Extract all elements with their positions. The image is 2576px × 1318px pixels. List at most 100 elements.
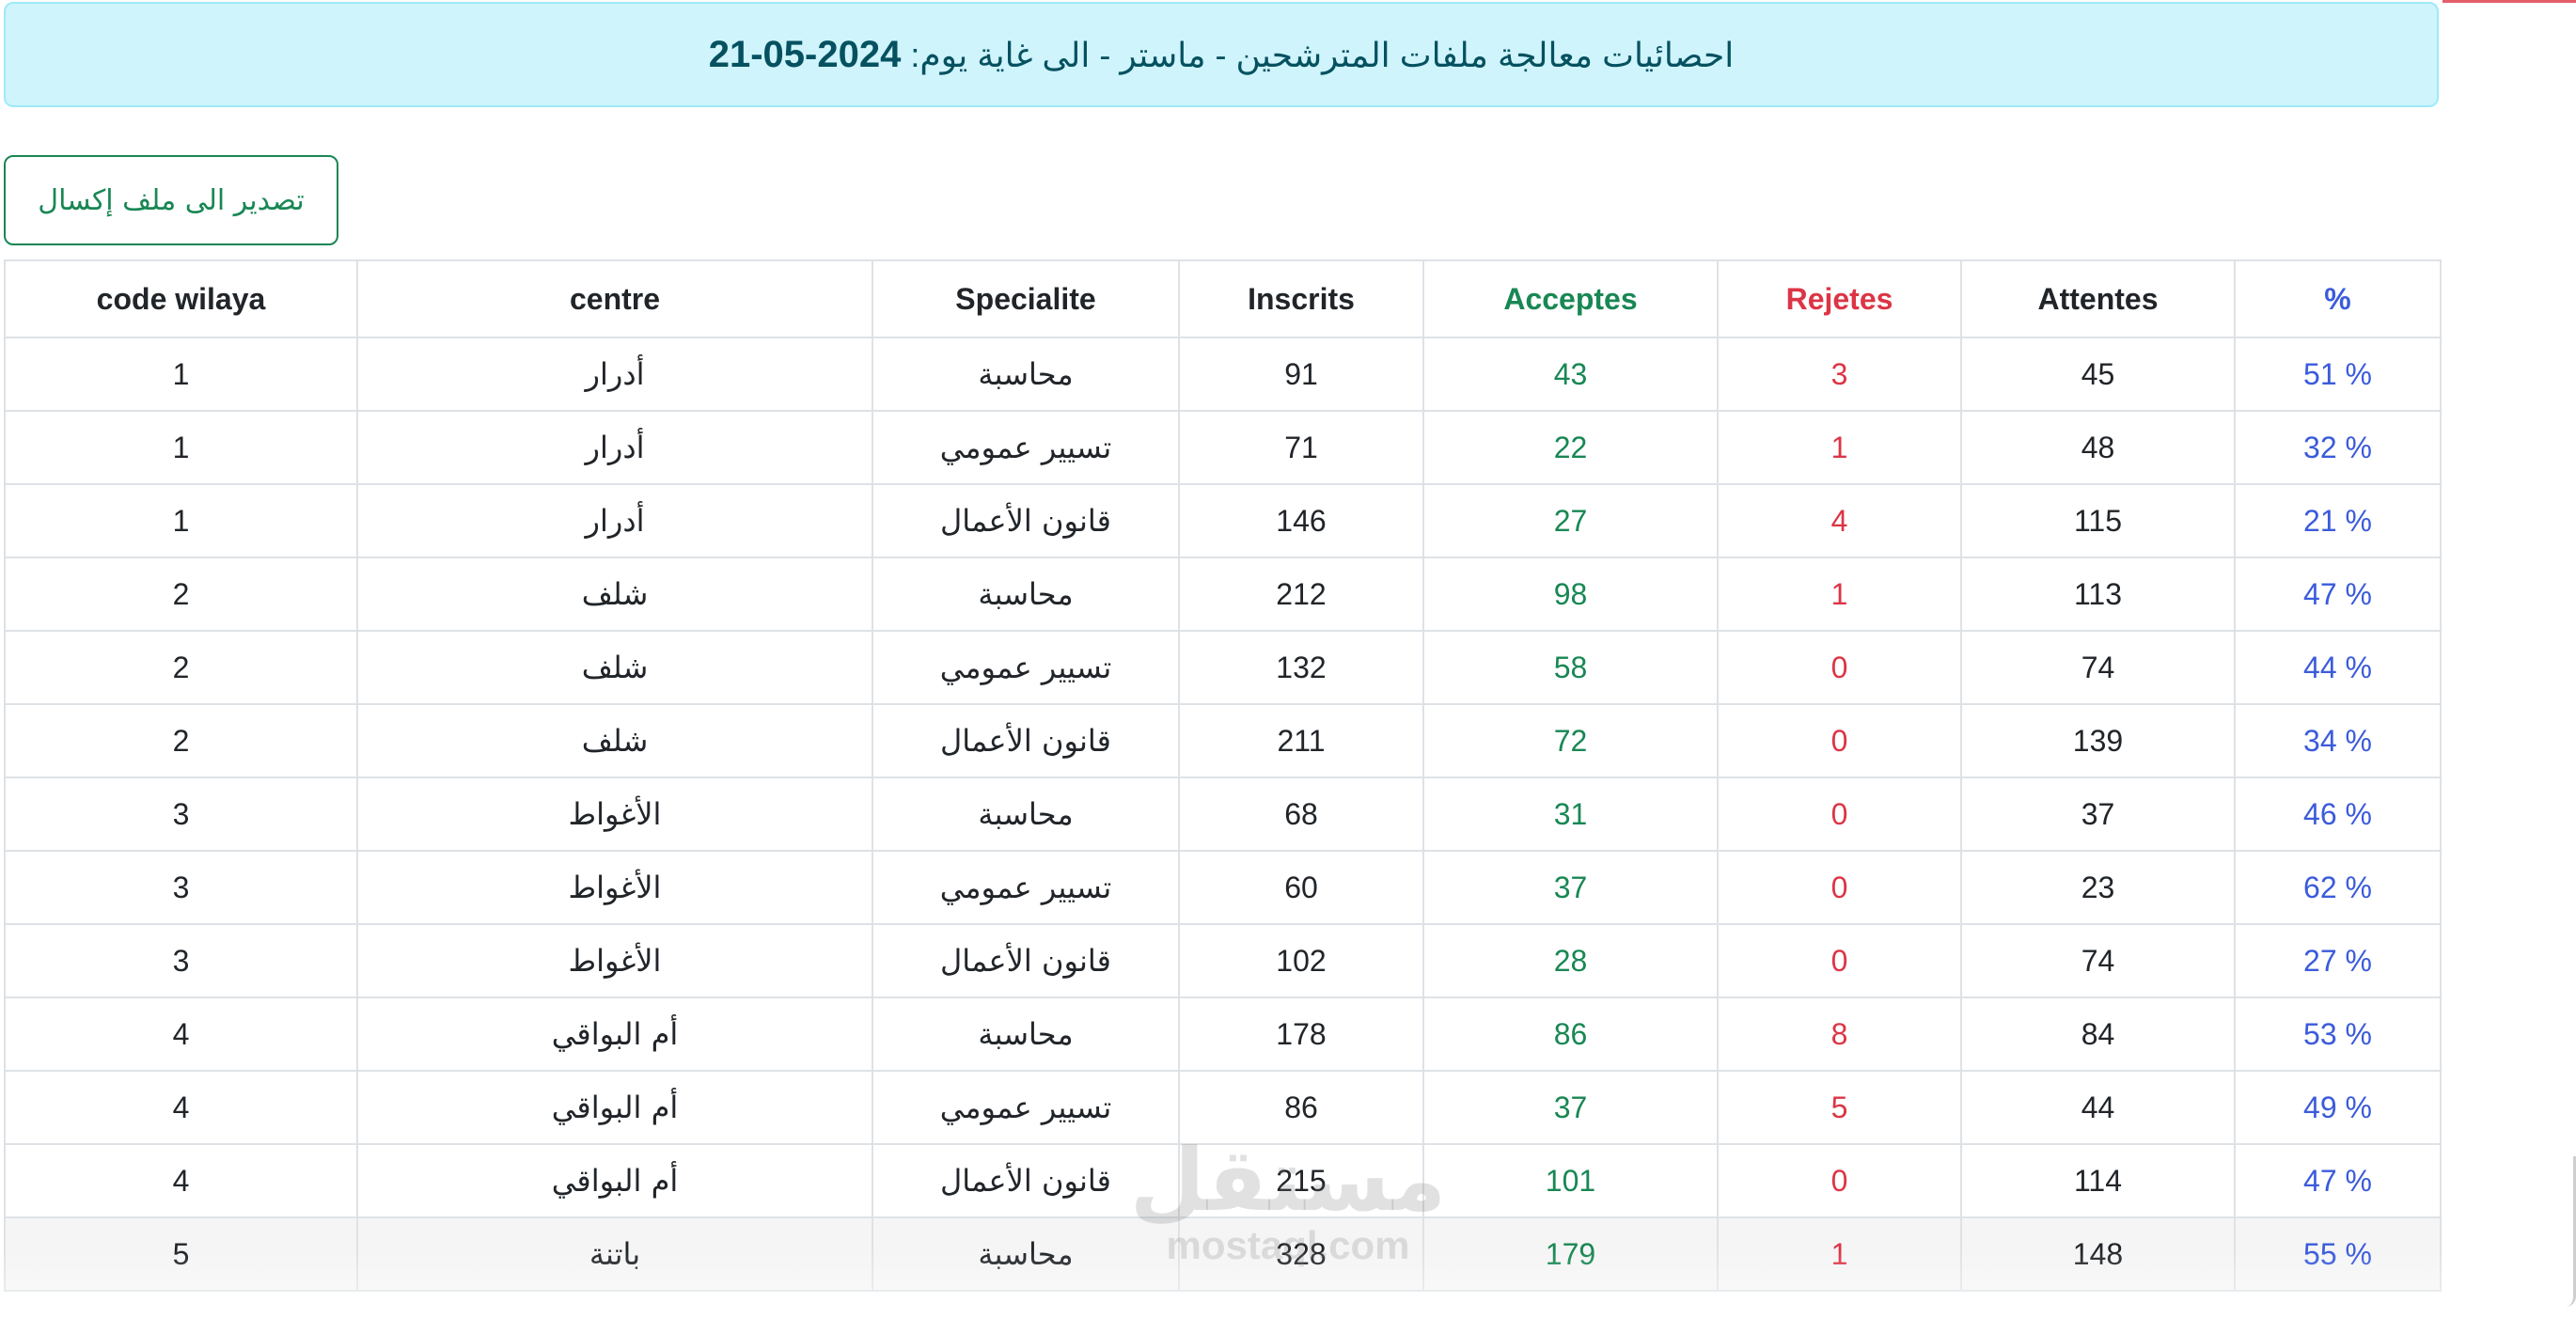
cell-percent: 46 %	[2234, 777, 2442, 852]
cell-acceptes: 179	[1422, 1216, 1719, 1292]
cell-specialite: تسيير عمومي	[872, 850, 1180, 925]
table-row: 1 أدرار محاسبة 91 43 3 45 51 %	[4, 337, 2442, 412]
cell-centre: الأغواط	[356, 923, 873, 998]
cell-specialite: قانون الأعمال	[872, 703, 1180, 778]
cell-centre: أم البواقي	[356, 996, 873, 1072]
cell-acceptes: 86	[1422, 996, 1719, 1072]
cell-acceptes: 27	[1422, 483, 1719, 558]
col-header-centre: centre	[356, 259, 873, 338]
cell-rejetes: 8	[1717, 996, 1962, 1072]
col-header-inscrits: Inscrits	[1178, 259, 1424, 338]
table-row: 2 شلف محاسبة 212 98 1 113 47 %	[4, 557, 2442, 632]
cell-code-wilaya: 2	[4, 557, 358, 632]
cell-inscrits: 91	[1178, 337, 1424, 412]
cell-code-wilaya: 2	[4, 703, 358, 778]
cell-inscrits: 178	[1178, 996, 1424, 1072]
table-row: 3 الأغواط قانون الأعمال 102 28 0 74 27 %	[4, 923, 2442, 998]
cell-attentes: 23	[1960, 850, 2236, 925]
cell-acceptes: 43	[1422, 337, 1719, 412]
cell-specialite: قانون الأعمال	[872, 1143, 1180, 1218]
top-edge-accent	[2442, 0, 2576, 3]
cell-percent: 47 %	[2234, 1143, 2442, 1218]
cell-percent: 49 %	[2234, 1070, 2442, 1145]
cell-code-wilaya: 4	[4, 1143, 358, 1218]
cell-attentes: 44	[1960, 1070, 2236, 1145]
table-row: 3 الأغواط تسيير عمومي 60 37 0 23 62 %	[4, 850, 2442, 925]
page-title: احصائيات معالجة ملفات المترشحين - ماستر …	[709, 34, 1735, 76]
cell-acceptes: 101	[1422, 1143, 1719, 1218]
cell-percent: 44 %	[2234, 630, 2442, 705]
cell-code-wilaya: 4	[4, 1070, 358, 1145]
cell-specialite: تسيير عمومي	[872, 630, 1180, 705]
cell-attentes: 74	[1960, 923, 2236, 998]
table-row: 1 أدرار تسيير عمومي 71 22 1 48 32 %	[4, 410, 2442, 485]
page-title-date: 2024-05-21	[708, 33, 902, 75]
cell-specialite: تسيير عمومي	[872, 1070, 1180, 1145]
cell-inscrits: 60	[1178, 850, 1424, 925]
cell-specialite: تسيير عمومي	[872, 410, 1180, 485]
cell-rejetes: 4	[1717, 483, 1962, 558]
cell-percent: 62 %	[2234, 850, 2442, 925]
cell-percent: 27 %	[2234, 923, 2442, 998]
col-header-rejetes: Rejetes	[1717, 259, 1962, 338]
table-row: 5 باتنة محاسبة 328 179 1 148 55 %	[4, 1216, 2442, 1292]
cell-attentes: 139	[1960, 703, 2236, 778]
cell-centre: الأغواط	[356, 777, 873, 852]
page-title-text: احصائيات معالجة ملفات المترشحين - ماستر …	[910, 35, 1735, 74]
cell-centre: أم البواقي	[356, 1143, 873, 1218]
cell-attentes: 74	[1960, 630, 2236, 705]
cell-acceptes: 72	[1422, 703, 1719, 778]
cell-inscrits: 215	[1178, 1143, 1424, 1218]
table-row: 4 أم البواقي قانون الأعمال 215 101 0 114 47 %	[4, 1143, 2442, 1218]
cell-rejetes: 0	[1717, 630, 1962, 705]
cell-centre: شلف	[356, 557, 873, 632]
cell-code-wilaya: 5	[4, 1216, 358, 1292]
cell-attentes: 114	[1960, 1143, 2236, 1218]
cell-specialite: محاسبة	[872, 1216, 1180, 1292]
cell-attentes: 45	[1960, 337, 2236, 412]
cell-inscrits: 68	[1178, 777, 1424, 852]
cell-inscrits: 86	[1178, 1070, 1424, 1145]
cell-rejetes: 5	[1717, 1070, 1962, 1145]
cell-code-wilaya: 4	[4, 996, 358, 1072]
table-row: 3 الأغواط محاسبة 68 31 0 37 46 %	[4, 777, 2442, 852]
cell-inscrits: 212	[1178, 557, 1424, 632]
cell-specialite: قانون الأعمال	[872, 483, 1180, 558]
cell-code-wilaya: 3	[4, 850, 358, 925]
cell-specialite: محاسبة	[872, 337, 1180, 412]
cell-rejetes: 0	[1717, 777, 1962, 852]
col-header-code-wilaya: code wilaya	[4, 259, 358, 338]
table-row: 1 أدرار قانون الأعمال 146 27 4 115 21 %	[4, 483, 2442, 558]
cell-rejetes: 0	[1717, 923, 1962, 998]
cell-centre: شلف	[356, 630, 873, 705]
cell-inscrits: 71	[1178, 410, 1424, 485]
table-header-row: code wilaya centre Specialite Inscrits A…	[4, 259, 2442, 338]
cell-centre: باتنة	[356, 1216, 873, 1292]
cell-attentes: 148	[1960, 1216, 2236, 1292]
export-excel-button[interactable]: تصدير الى ملف إكسال	[4, 155, 338, 245]
cell-code-wilaya: 1	[4, 483, 358, 558]
cell-acceptes: 98	[1422, 557, 1719, 632]
cell-percent: 32 %	[2234, 410, 2442, 485]
cell-percent: 21 %	[2234, 483, 2442, 558]
cell-code-wilaya: 1	[4, 410, 358, 485]
cell-rejetes: 1	[1717, 1216, 1962, 1292]
cell-acceptes: 22	[1422, 410, 1719, 485]
table-row: 2 شلف تسيير عمومي 132 58 0 74 44 %	[4, 630, 2442, 705]
cell-specialite: محاسبة	[872, 557, 1180, 632]
cell-centre: أدرار	[356, 410, 873, 485]
cell-code-wilaya: 3	[4, 923, 358, 998]
cell-inscrits: 211	[1178, 703, 1424, 778]
cell-specialite: محاسبة	[872, 777, 1180, 852]
cell-attentes: 48	[1960, 410, 2236, 485]
cell-inscrits: 328	[1178, 1216, 1424, 1292]
cell-inscrits: 102	[1178, 923, 1424, 998]
cell-attentes: 84	[1960, 996, 2236, 1072]
cell-rejetes: 1	[1717, 410, 1962, 485]
cell-code-wilaya: 1	[4, 337, 358, 412]
window-corner	[2566, 1156, 2576, 1307]
cell-rejetes: 1	[1717, 557, 1962, 632]
col-header-attentes: Attentes	[1960, 259, 2236, 338]
cell-acceptes: 37	[1422, 850, 1719, 925]
